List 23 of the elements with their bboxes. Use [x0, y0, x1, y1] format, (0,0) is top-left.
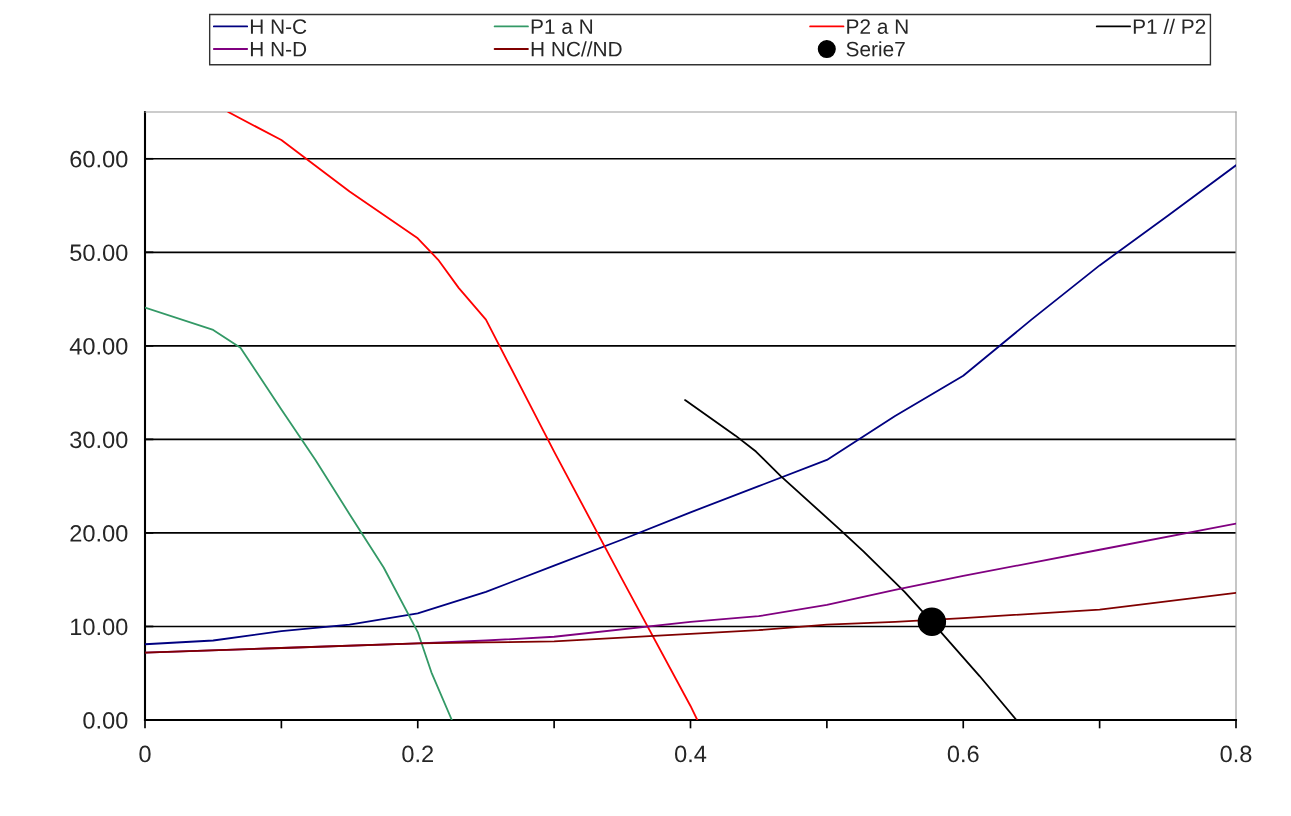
line-series	[145, 591, 1236, 654]
legend-label: P1 // P2	[1133, 18, 1206, 34]
y-tick-label: 30.00	[70, 431, 128, 449]
legend-label: P2 a N	[847, 19, 908, 34]
line-series	[145, 306, 453, 720]
legend-label: H N-D	[250, 41, 307, 57]
x-tick-label: 0.8	[1220, 745, 1252, 763]
y-tick-label: 0.00	[83, 712, 128, 729]
legend-label: P1 a N	[531, 19, 593, 34]
legend-label: Serie7	[846, 41, 905, 57]
legend-label: H NC//ND	[531, 41, 622, 57]
y-tick-label: 10.00	[71, 618, 128, 636]
x-tick-label: 0.4	[675, 745, 707, 763]
x-tick-label: 0	[139, 745, 151, 763]
legend-label: H N-C	[250, 19, 307, 34]
line-series	[145, 164, 1236, 646]
line-series	[227, 112, 699, 720]
y-tick-label: 60.00	[70, 150, 128, 168]
y-tick-label: 50.00	[70, 244, 128, 262]
x-tick-label: 0.2	[402, 745, 433, 763]
x-tick-label: 0.6	[947, 745, 979, 763]
y-tick-label: 20.00	[70, 524, 128, 542]
y-tick-label: 40.00	[69, 337, 128, 355]
